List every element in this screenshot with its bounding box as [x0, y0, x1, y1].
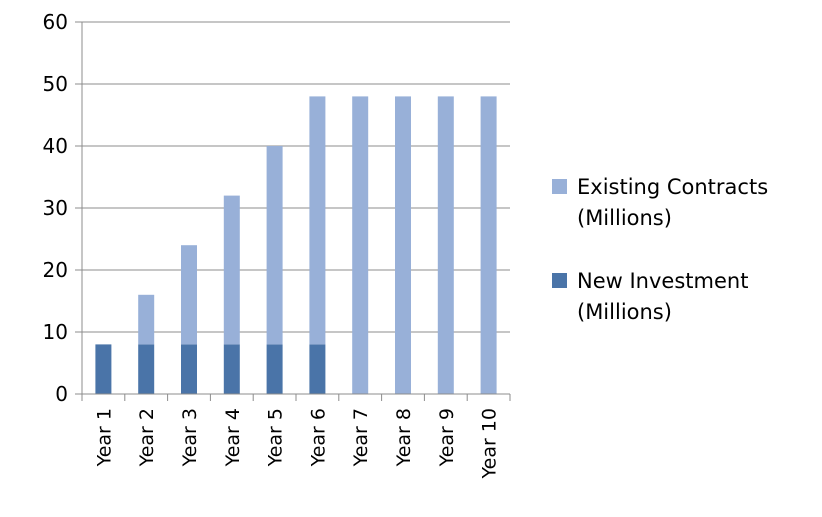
- legend-label: Existing Contracts: [577, 175, 768, 199]
- y-tick-label: 10: [43, 320, 68, 344]
- bar-existing-contracts-3: [181, 245, 197, 345]
- x-tick-label: Year 6: [307, 408, 329, 467]
- y-tick-label: 40: [43, 134, 68, 158]
- x-tick-label: Year 1: [93, 408, 115, 467]
- y-tick-label: 0: [55, 382, 68, 406]
- legend-swatch-new-investment: [552, 273, 567, 288]
- bar-new-investment-4: [223, 344, 240, 394]
- x-tick-label: Year 3: [179, 408, 201, 467]
- bar-existing-contracts-4: [223, 195, 240, 345]
- x-tick-label: Year 5: [265, 408, 287, 467]
- y-tick-label: 60: [43, 10, 68, 34]
- y-tick-label: 30: [43, 196, 68, 220]
- x-tick-labels: Year 1 Year 2 Year 3 Year 4 Year 5 Year 6 Year…: [93, 408, 500, 479]
- x-tick-label: Year 2: [136, 408, 158, 467]
- y-tick-label: 20: [43, 258, 68, 282]
- bar-existing-contracts-7: [352, 96, 369, 395]
- x-tick-label: Year 8: [393, 408, 415, 467]
- bar-existing-contracts-6: [309, 96, 326, 345]
- bars: [95, 96, 497, 395]
- legend-label: New Investment: [577, 269, 748, 293]
- y-tick-label: 50: [43, 72, 68, 96]
- bar-existing-contracts-5: [266, 146, 283, 345]
- bar-new-investment-3: [181, 344, 197, 394]
- bar-existing-contracts-2: [138, 294, 155, 345]
- bar-existing-contracts-9: [437, 96, 454, 395]
- x-tick-label: Year 9: [436, 408, 458, 467]
- bar-new-investment-6: [309, 344, 326, 394]
- bar-existing-contracts-8: [395, 96, 411, 395]
- axes: [75, 21, 511, 401]
- legend-label: (Millions): [577, 300, 672, 324]
- bar-new-investment-5: [266, 344, 283, 394]
- legend-label: (Millions): [577, 206, 672, 230]
- legend: Existing Contracts (Millions) New Investme…: [552, 175, 768, 324]
- y-tick-labels: 0 10 20 30 40 50 60: [43, 10, 68, 406]
- bar-new-investment-2: [138, 344, 155, 394]
- bar-existing-contracts-10: [480, 96, 497, 395]
- x-tick-label: Year 4: [222, 408, 244, 467]
- legend-swatch-existing-contracts: [552, 179, 567, 194]
- x-tick-label: Year 10: [479, 408, 501, 479]
- x-tick-label: Year 7: [350, 408, 372, 467]
- bar-new-investment-1: [95, 344, 112, 394]
